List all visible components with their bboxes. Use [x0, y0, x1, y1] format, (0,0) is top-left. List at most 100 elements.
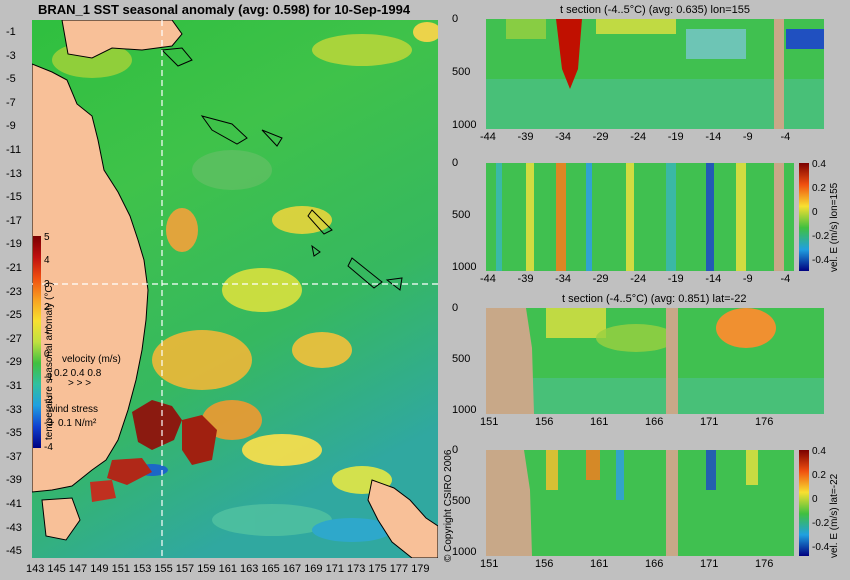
map-colorbar-tick: -3 [44, 418, 53, 430]
panel4-x-tick: 166 [645, 558, 664, 570]
lat-tick-label: -19 [6, 238, 22, 251]
lat-tick-label: -21 [6, 262, 22, 274]
panel2-x-tick: -29 [592, 273, 609, 285]
panel2-y-tick: 500 [452, 209, 471, 221]
lon-tick-label: 145 [47, 563, 66, 575]
p4-cbar-tick: 0.4 [812, 446, 826, 457]
panel1-x-tick: -4 [780, 131, 791, 143]
p2-cbar-tick: 0.2 [812, 183, 826, 194]
lon-tick-label: 173 [347, 563, 366, 575]
panel2-velocity-section [486, 163, 794, 271]
panel2-x-tick: -39 [517, 273, 534, 285]
lat-tick-label: -3 [6, 49, 16, 62]
panel4-y-tick: 500 [452, 495, 471, 507]
lon-tick-label: 155 [154, 563, 173, 575]
panel2-side-label: vel. E (m/s) lon=155 [829, 182, 840, 272]
velocity-scale: 0.2 0.4 0.8 [54, 368, 102, 379]
panel1-x-tick: -39 [517, 131, 534, 143]
panel2-x-tick: -9 [742, 273, 753, 285]
panel4-x-tick: 161 [590, 558, 609, 570]
lon-tick-label: 147 [68, 563, 88, 575]
lat-tick-label: -25 [6, 309, 22, 322]
panel3-x-tick: 166 [645, 416, 664, 428]
lon-tick-label: 151 [111, 563, 130, 575]
panel4-x-tick: 156 [535, 558, 554, 570]
panel2-x-tick: -24 [630, 273, 647, 285]
panel1-title: t section (-4..5°C) (avg: 0.635) lon=155 [560, 4, 750, 16]
panel3-temp-section [486, 308, 824, 414]
p2-cbar-tick: -0.2 [812, 231, 830, 242]
map-colorbar-tick: -1 [44, 371, 53, 383]
lon-tick-label: 179 [411, 563, 430, 575]
map-title: BRAN_1 SST seasonal anomaly (avg: 0.598)… [38, 2, 411, 17]
map-colorbar-tick: 3 [44, 278, 50, 290]
lat-tick-label: -41 [6, 498, 22, 510]
lat-tick-label: -33 [6, 403, 22, 416]
panel1-temp-section [486, 19, 824, 129]
lat-tick-label: -35 [6, 427, 22, 440]
tasmania-land [41, 497, 81, 541]
lat-tick-label: -11 [6, 144, 22, 156]
new-zealand-land [367, 479, 438, 558]
map-colorbar-tick: 2 [44, 301, 50, 313]
lon-tick-label: 171 [325, 563, 344, 575]
panel3-x-tick: 151 [480, 416, 499, 428]
panel1-x-tick: -14 [705, 131, 722, 143]
panel1-x-tick: -9 [742, 131, 753, 143]
panel4-side-label: vel. E (m/s) lat=-22 [829, 473, 840, 558]
lon-tick-label: 165 [261, 563, 280, 575]
p2-cbar-tick: 0 [812, 207, 818, 218]
panel4-velocity-section [486, 450, 794, 556]
panel1-x-tick: -19 [667, 131, 684, 143]
island-outlines [200, 115, 403, 291]
lon-tick-label: 161 [218, 563, 237, 575]
panel3-y-tick: 500 [452, 353, 471, 365]
map-colorbar-tick: -4 [44, 441, 53, 453]
velocity-label: velocity (m/s) [62, 354, 121, 365]
panel1-y-tick: 0 [452, 13, 459, 25]
panel3-x-tick: 156 [535, 416, 554, 428]
velocity-arrows-icon: > > > [68, 378, 92, 389]
lat-tick-label: -1 [6, 26, 16, 38]
lon-tick-label: 175 [368, 563, 387, 575]
panel4-x-tick: 151 [480, 558, 499, 570]
lon-tick-label: 149 [90, 563, 109, 575]
hot-anomaly [90, 400, 217, 502]
png-land [61, 20, 183, 59]
lon-tick-label: 143 [26, 563, 45, 575]
panel3-x-tick: 171 [700, 416, 719, 428]
panel2-colorbar [799, 163, 809, 271]
p4-cbar-tick: 0 [812, 494, 818, 505]
p4-cbar-tick: -0.2 [812, 518, 830, 529]
map-colorbar-tick: -2 [44, 395, 53, 407]
lat-tick-label: -23 [6, 285, 22, 298]
panel3-x-tick: 176 [755, 416, 774, 428]
panel2-x-tick: -19 [667, 273, 684, 285]
lat-tick-label: -45 [6, 545, 22, 558]
lat-tick-label: -7 [6, 96, 16, 109]
lat-tick-label: -15 [6, 191, 22, 204]
panel4-x-tick: 176 [755, 558, 774, 570]
map-colorbar [33, 236, 41, 448]
panel1-x-tick: -44 [480, 131, 496, 143]
panel1-x-tick: -24 [630, 131, 647, 143]
p2-cbar-tick: 0.4 [812, 159, 826, 170]
lat-tick-label: -39 [6, 474, 22, 487]
panel2-x-tick: -44 [480, 273, 496, 285]
panel1-x-tick: -29 [592, 131, 609, 143]
panel2-y-tick: 0 [452, 157, 459, 169]
p2-cbar-tick: -0.4 [812, 255, 830, 266]
p4-cbar-tick: -0.4 [812, 542, 830, 553]
p4-cbar-tick: 0.2 [812, 470, 826, 481]
sst-map [32, 20, 438, 558]
panel4-colorbar [799, 450, 809, 556]
wind-scale: 0.1 N/m² [58, 418, 97, 429]
lat-tick-label: -9 [6, 120, 16, 133]
panel1-x-tick: -34 [555, 131, 572, 143]
panel3-y-tick: 0 [452, 302, 459, 314]
panel2-x-tick: -14 [705, 273, 722, 285]
map-colorbar-tick: 0 [44, 348, 50, 360]
lat-tick-label: -17 [6, 214, 22, 227]
panel2-y-tick: 1000 [452, 261, 477, 273]
panel3-title: t section (-4..5°C) (avg: 0.851) lat=-22 [562, 293, 747, 305]
